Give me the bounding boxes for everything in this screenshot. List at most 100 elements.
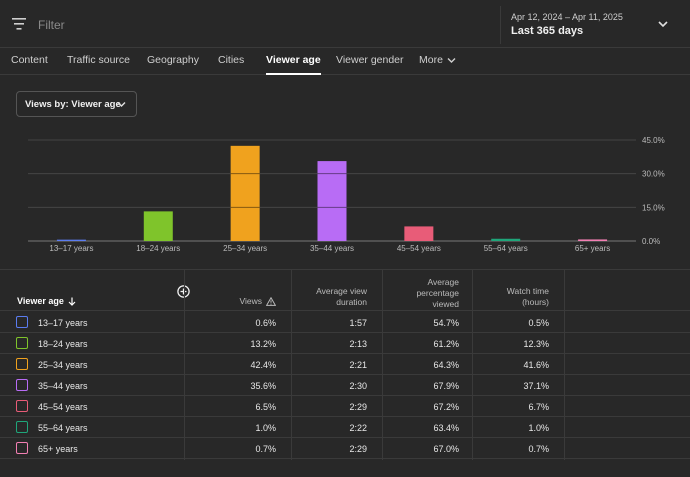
row-checkbox[interactable] — [16, 316, 28, 328]
filter-icon[interactable] — [12, 18, 26, 30]
table-row[interactable]: 55–64 years 1.0% 2:22 63.4% 1.0% — [0, 417, 690, 438]
x-tick-label: 65+ years — [575, 244, 610, 253]
row-viewer-age: 45–54 years — [38, 402, 88, 412]
row-checkbox[interactable] — [16, 358, 28, 370]
column-header-viewer-age-label: Viewer age — [17, 296, 64, 306]
viewer-age-bar-chart: 45.0% 30.0% 15.0% 0.0% 13–17 years 18–24 year… — [28, 136, 665, 253]
column-header-apv-line-3: viewed — [432, 299, 459, 309]
row-average-view-duration: 2:21 — [349, 360, 367, 370]
row-watch-time: 0.7% — [528, 444, 549, 454]
chevron-down-icon — [658, 21, 668, 28]
row-views: 35.6% — [250, 381, 276, 391]
column-divider — [564, 270, 565, 460]
row-average-view-duration: 2:29 — [349, 444, 367, 454]
row-watch-time: 12.3% — [523, 339, 549, 349]
bar — [317, 161, 347, 241]
row-average-view-duration: 2:30 — [349, 381, 367, 391]
column-divider — [472, 270, 473, 460]
row-views: 6.5% — [255, 402, 276, 412]
y-tick-label: 30.0% — [642, 170, 665, 179]
row-average-view-duration: 2:13 — [349, 339, 367, 349]
column-header-apv-line-1: Average — [427, 277, 459, 287]
bar — [491, 238, 521, 241]
row-average-percentage-viewed: 63.4% — [433, 423, 459, 433]
views-by-label: Views by: Viewer age — [25, 99, 121, 110]
table-row[interactable]: 18–24 years 13.2% 2:13 61.2% 12.3% — [0, 333, 690, 354]
row-watch-time: 1.0% — [528, 423, 549, 433]
viewer-age-table: Viewer age Views Average view duration A… — [0, 269, 690, 477]
row-watch-time: 6.7% — [528, 402, 549, 412]
bar — [404, 226, 434, 241]
tab-viewer-gender[interactable]: Viewer gender — [336, 54, 404, 66]
table-row[interactable]: 45–54 years 6.5% 2:29 67.2% 6.7% — [0, 396, 690, 417]
tab-more-label: More — [419, 54, 443, 66]
row-viewer-age: 25–34 years — [38, 360, 88, 370]
table-row[interactable]: 13–17 years 0.6% 1:57 54.7% 0.5% — [0, 312, 690, 333]
date-range-text: Apr 12, 2024 – Apr 11, 2025 — [511, 12, 623, 22]
row-views: 0.7% — [255, 444, 276, 454]
date-range-selector[interactable]: Apr 12, 2024 – Apr 11, 2025 Last 365 day… — [500, 6, 685, 44]
row-average-percentage-viewed: 67.2% — [433, 402, 459, 412]
tab-cities[interactable]: Cities — [218, 54, 245, 66]
tab-geography[interactable]: Geography — [147, 54, 199, 66]
row-average-percentage-viewed: 61.2% — [433, 339, 459, 349]
add-column-icon[interactable] — [177, 285, 190, 298]
column-divider — [291, 270, 292, 460]
tab-traffic-source[interactable]: Traffic source — [67, 54, 131, 66]
sort-down-icon — [68, 297, 76, 306]
column-header-views-label: Views — [239, 296, 262, 306]
row-views: 42.4% — [250, 360, 276, 370]
y-tick-label: 45.0% — [642, 136, 665, 145]
x-tick-label: 35–44 years — [310, 244, 354, 253]
table-header: Viewer age Views Average view duration A… — [0, 270, 690, 311]
top-bar: Filter Apr 12, 2024 – Apr 11, 2025 Last … — [0, 0, 690, 48]
tab-content[interactable]: Content — [11, 54, 48, 66]
row-average-view-duration: 2:29 — [349, 402, 367, 412]
row-checkbox[interactable] — [16, 379, 28, 391]
row-average-percentage-viewed: 54.7% — [433, 318, 459, 328]
row-viewer-age: 65+ years — [38, 444, 78, 454]
column-header-watch-line-2: (hours) — [522, 297, 549, 307]
row-watch-time: 37.1% — [523, 381, 549, 391]
bar — [143, 211, 173, 241]
bar — [230, 145, 260, 241]
row-viewer-age: 55–64 years — [38, 423, 88, 433]
row-checkbox[interactable] — [16, 337, 28, 349]
row-checkbox[interactable] — [16, 421, 28, 433]
chevron-down-icon — [447, 57, 456, 63]
y-tick-label: 15.0% — [642, 203, 665, 212]
column-header-watch-time[interactable]: Watch time (hours) — [475, 286, 549, 308]
table-row[interactable]: 35–44 years 35.6% 2:30 67.9% 37.1% — [0, 375, 690, 396]
filter-input[interactable]: Filter — [38, 18, 65, 32]
column-header-watch-line-1: Watch time — [506, 286, 549, 296]
bar — [578, 239, 608, 241]
column-header-avd-line-1: Average view — [316, 286, 367, 296]
chevron-down-icon — [117, 102, 126, 107]
table-row[interactable]: 25–34 years 42.4% 2:21 64.3% 41.6% — [0, 354, 690, 375]
row-views: 13.2% — [250, 339, 276, 349]
column-header-viewer-age[interactable]: Viewer age — [17, 296, 76, 306]
row-checkbox[interactable] — [16, 442, 28, 454]
column-header-average-view-duration[interactable]: Average view duration — [295, 286, 367, 308]
row-average-view-duration: 1:57 — [349, 318, 367, 328]
row-average-percentage-viewed: 67.9% — [433, 381, 459, 391]
x-tick-label: 55–64 years — [484, 244, 528, 253]
column-divider — [382, 270, 383, 460]
tab-more[interactable]: More — [419, 54, 456, 75]
tab-viewer-age[interactable]: Viewer age — [266, 54, 321, 75]
column-header-views[interactable]: Views — [200, 296, 276, 307]
row-average-view-duration: 2:22 — [349, 423, 367, 433]
y-tick-label: 0.0% — [642, 237, 660, 246]
row-average-percentage-viewed: 67.0% — [433, 444, 459, 454]
bar — [56, 239, 86, 241]
row-watch-time: 41.6% — [523, 360, 549, 370]
table-row[interactable]: 65+ years 0.7% 2:29 67.0% 0.7% — [0, 438, 690, 459]
warning-icon — [266, 297, 276, 307]
date-period-text: Last 365 days — [511, 25, 584, 37]
row-checkbox[interactable] — [16, 400, 28, 412]
row-viewer-age: 13–17 years — [38, 318, 88, 328]
views-by-dropdown[interactable]: Views by: Viewer age — [16, 91, 137, 117]
column-header-average-percentage-viewed[interactable]: Average percentage viewed — [385, 277, 459, 310]
report-tabs: Content Traffic source Geography Cities … — [0, 48, 690, 75]
row-views: 1.0% — [255, 423, 276, 433]
